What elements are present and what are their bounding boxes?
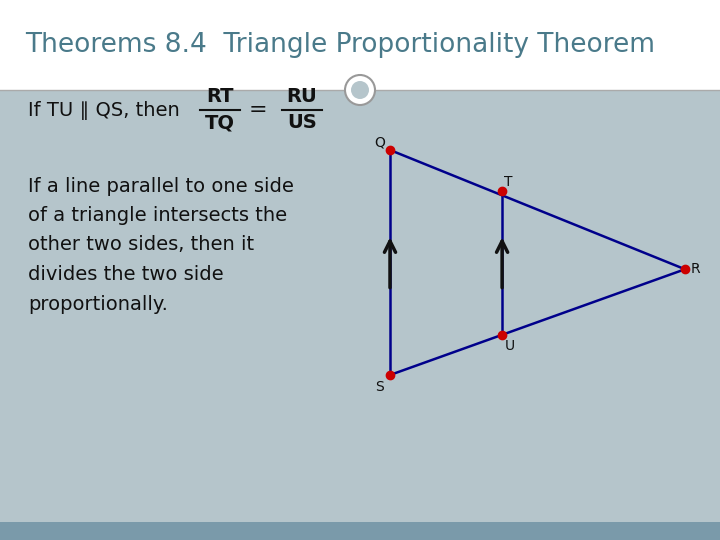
Text: T: T	[504, 174, 513, 188]
Bar	[0, 522, 720, 540]
Bar	[0, 0, 720, 90]
Text: If TU ∥ QS, then: If TU ∥ QS, then	[28, 100, 186, 119]
Text: If a line parallel to one side
of a triangle intersects the
other two sides, the: If a line parallel to one side of a tria…	[28, 177, 294, 314]
Text: S: S	[376, 380, 384, 394]
Text: RT: RT	[206, 87, 234, 106]
Circle shape	[351, 81, 369, 99]
Text: =: =	[248, 100, 267, 120]
Text: Q: Q	[374, 135, 385, 149]
Text: R: R	[690, 262, 700, 276]
Circle shape	[345, 75, 375, 105]
Bar	[0, 90, 720, 522]
Text: U: U	[505, 340, 516, 354]
Text: US: US	[287, 113, 317, 132]
Text: Theorems 8.4  Triangle Proportionality Theorem: Theorems 8.4 Triangle Proportionality Th…	[25, 32, 655, 58]
Text: TQ: TQ	[205, 113, 235, 132]
Text: RU: RU	[287, 87, 318, 106]
